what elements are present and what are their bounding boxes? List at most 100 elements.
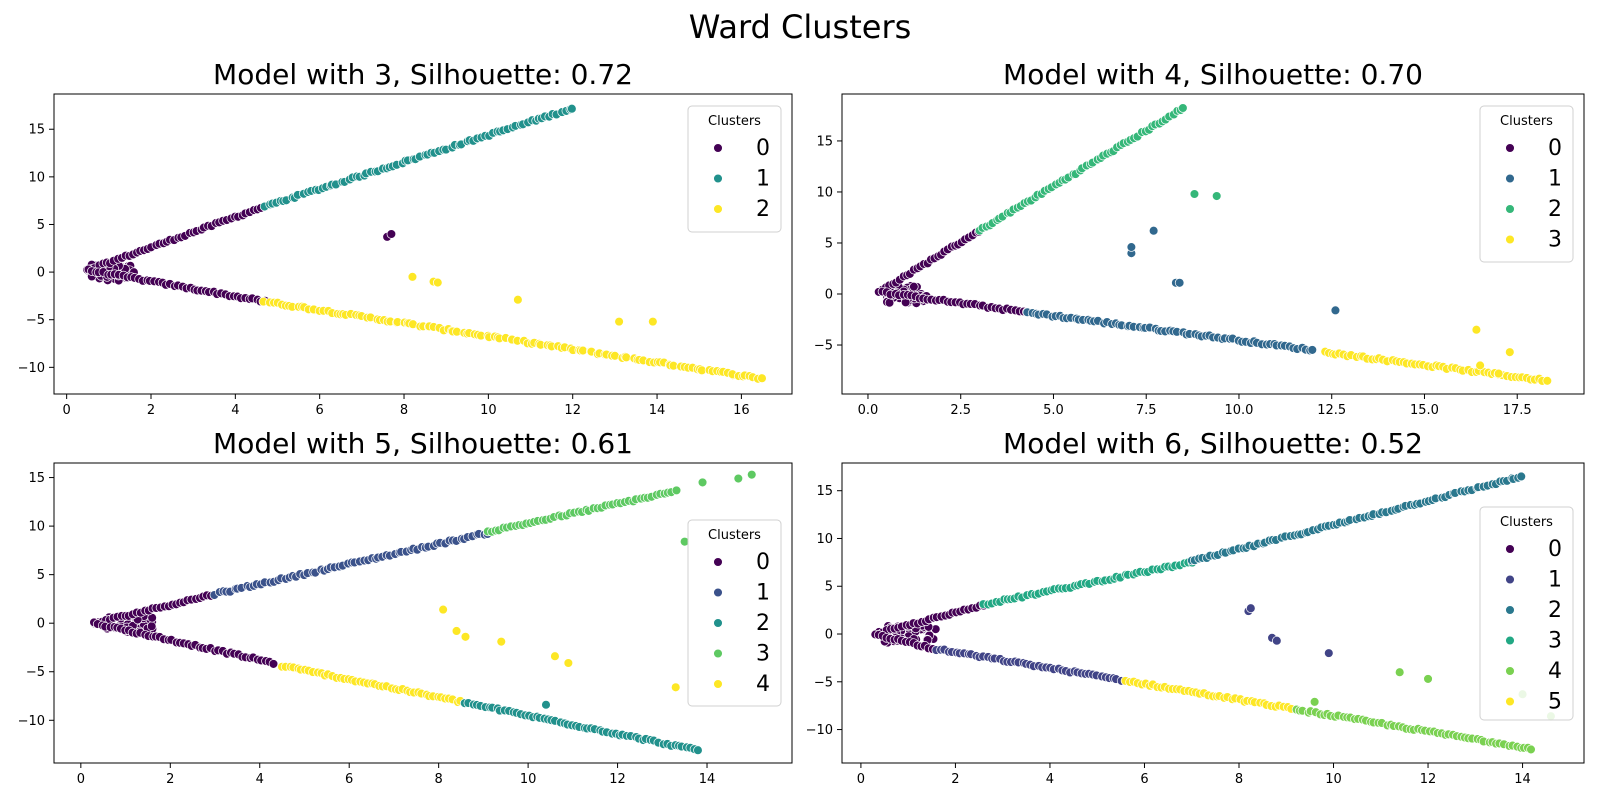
- data-point-cluster-2: [757, 373, 767, 383]
- legend-marker-3: [1505, 234, 1515, 245]
- legend-marker-1: [1505, 574, 1515, 585]
- data-point-cluster-3: [1542, 376, 1553, 386]
- data-point-cluster-2: [693, 745, 703, 755]
- x-tick-label: 6: [345, 772, 353, 787]
- data-point-cluster-1: [1174, 278, 1185, 288]
- subplot-2: Model with 4, Silhouette: 0.70 0.0 2.5 5.0 7…: [814, 58, 1585, 418]
- legend-label-1: 1: [756, 581, 770, 606]
- x-tick-label: 12: [564, 403, 581, 418]
- scatter-points: [82, 103, 767, 384]
- legend-marker-3: [713, 648, 723, 659]
- x-tick-label: 17.5: [1503, 403, 1532, 418]
- data-point-cluster-2: [433, 277, 443, 288]
- data-point-cluster-1: [1324, 648, 1334, 658]
- x-tick-label: 6: [1140, 772, 1148, 787]
- subplot-3: Model with 5, Silhouette: 0.610 2 4 6 8 10 12 1…: [18, 427, 793, 787]
- figure-title: Ward Clusters: [688, 8, 912, 46]
- axes-frame: [841, 462, 1585, 764]
- data-point-cluster-1: [1272, 635, 1282, 646]
- subplot-title: Model with 4, Silhouette: 0.70: [1003, 58, 1423, 91]
- y-tick-label: 0: [825, 288, 833, 303]
- legend-marker-0: [713, 557, 723, 567]
- axes-frame: [841, 93, 1585, 395]
- data-point-cluster-3: [671, 485, 682, 496]
- legend-marker-1: [713, 173, 723, 184]
- y-tick-label: −5: [26, 665, 45, 680]
- data-point-cluster-4: [1394, 667, 1405, 677]
- x-tick-label: 16: [733, 403, 750, 418]
- x-tick-label: 0.0: [858, 403, 879, 418]
- x-tick-label: 2: [147, 403, 155, 418]
- legend: Clusters 0 1 2 3: [1479, 105, 1574, 263]
- data-point-cluster-0: [146, 621, 157, 631]
- y-tick-label: −10: [18, 361, 45, 376]
- data-point-cluster-1: [1246, 603, 1256, 613]
- subplot-1: Model with 3, Silhouette: 0.720 2 4 6 8 10 12 1…: [18, 58, 793, 418]
- data-point-cluster-3: [1471, 324, 1482, 335]
- data-point-cluster-3: [733, 473, 744, 484]
- x-tick-label: 8: [1235, 772, 1243, 787]
- legend-marker-3: [1505, 635, 1515, 646]
- data-point-cluster-2: [648, 316, 658, 327]
- legend-label-0: 0: [756, 136, 770, 161]
- legend-box: [1479, 105, 1574, 263]
- data-point-cluster-2: [621, 352, 631, 363]
- data-point-cluster-1: [1148, 225, 1159, 236]
- legend-marker-0: [1505, 143, 1515, 153]
- y-tick-label: 15: [816, 484, 833, 499]
- y-tick-label: 15: [28, 471, 45, 486]
- y-tick-label: 0: [37, 617, 45, 632]
- legend-marker-0: [1505, 544, 1515, 554]
- x-tick-label: 0: [63, 403, 71, 418]
- x-tick-label: 2: [951, 772, 959, 787]
- legend-label-4: 4: [756, 672, 770, 697]
- axes-frame: [53, 93, 793, 395]
- x-tick-label: 5.0: [1043, 403, 1064, 418]
- data-point-cluster-0: [268, 659, 279, 669]
- data-point-cluster-2: [407, 272, 418, 282]
- data-point-cluster-2: [1211, 191, 1222, 201]
- data-point-cluster-2: [578, 345, 588, 356]
- legend-label-0: 0: [1548, 136, 1562, 161]
- legend-label-2: 2: [1548, 197, 1562, 222]
- scatter-points: [870, 471, 1556, 755]
- legend-marker-4: [1505, 666, 1515, 676]
- data-point-cluster-1: [1307, 345, 1318, 355]
- legend-label-2: 2: [1548, 598, 1562, 623]
- y-tick-label: 10: [816, 532, 833, 547]
- legend-marker-5: [1505, 696, 1515, 707]
- data-point-cluster-2: [614, 316, 624, 327]
- x-tick-label: 4: [1046, 772, 1054, 787]
- data-point-cluster-4: [438, 604, 448, 615]
- y-tick-label: 5: [37, 218, 45, 233]
- x-tick-label: 4: [256, 772, 264, 787]
- y-tick-label: 10: [816, 185, 833, 200]
- data-point-cluster-3: [1505, 347, 1515, 357]
- data-point-cluster-4: [670, 682, 681, 693]
- legend-marker-4: [713, 679, 723, 689]
- x-tick-label: 2.5: [950, 403, 971, 418]
- legend-marker-2: [713, 204, 723, 214]
- x-tick-label: 14: [1514, 772, 1531, 787]
- legend-label-3: 3: [1548, 629, 1562, 654]
- data-point-cluster-4: [1309, 697, 1320, 707]
- data-point-cluster-2: [513, 294, 523, 305]
- x-tick-label: 12: [1420, 772, 1437, 787]
- subplot-4: Model with 6, Silhouette: 0.520 2 4 6 8 10 12 1…: [806, 427, 1585, 787]
- legend-marker-1: [713, 587, 723, 598]
- data-point-cluster-4: [550, 651, 560, 661]
- data-point-cluster-2: [1516, 471, 1526, 482]
- y-tick-label: 10: [28, 170, 45, 185]
- data-point-cluster-4: [460, 632, 471, 642]
- data-point-cluster-2: [1178, 103, 1188, 113]
- y-tick-label: 0: [37, 266, 45, 281]
- y-tick-label: 10: [28, 520, 45, 535]
- data-point-cluster-4: [496, 636, 507, 647]
- data-point-cluster-4: [1423, 674, 1433, 684]
- legend-marker-1: [1505, 173, 1515, 184]
- x-tick-label: 0: [77, 772, 85, 787]
- subplot-title: Model with 3, Silhouette: 0.72: [213, 58, 633, 91]
- x-tick-label: 10.0: [1224, 403, 1253, 418]
- data-point-cluster-3: [746, 469, 757, 480]
